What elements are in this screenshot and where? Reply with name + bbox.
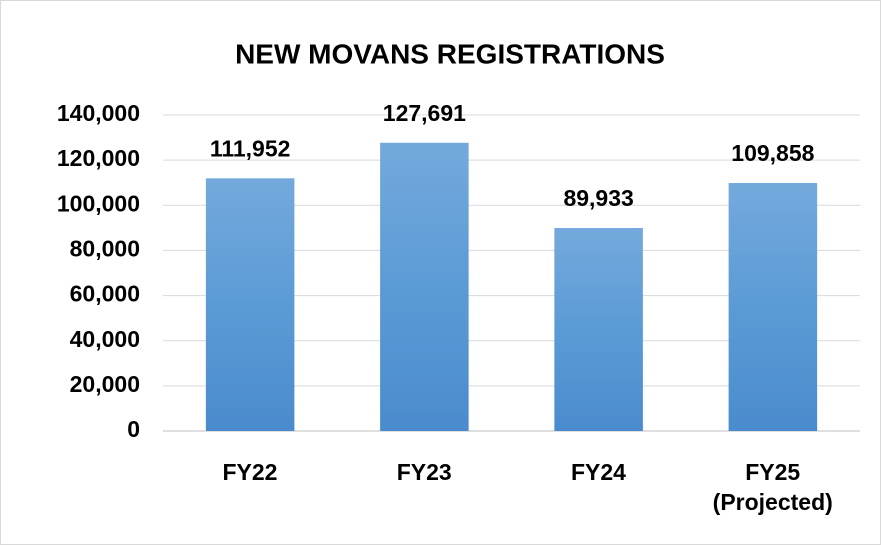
y-tick-label: 80,000 <box>70 236 140 262</box>
x-tick-label: FY24 <box>571 459 626 485</box>
y-tick-label: 100,000 <box>57 190 140 216</box>
data-label: 111,952 <box>210 135 291 161</box>
data-label: 109,858 <box>731 140 814 166</box>
data-label: 127,691 <box>383 100 466 126</box>
bar <box>728 183 818 431</box>
bar <box>205 178 295 431</box>
x-tick-label: FY23 <box>396 459 452 485</box>
chart-title: NEW MOVANS REGISTRATIONS <box>235 38 665 69</box>
y-tick-label: 0 <box>127 416 140 442</box>
y-tick-label: 140,000 <box>57 100 140 126</box>
y-tick-label: 120,000 <box>57 145 140 171</box>
x-tick-label: FY22 <box>222 459 278 485</box>
bar <box>554 228 643 431</box>
x-tick-label: FY25 (Projected) <box>712 459 833 515</box>
y-tick-label: 60,000 <box>70 281 140 307</box>
bar <box>380 142 469 431</box>
y-tick-label: 20,000 <box>70 371 140 397</box>
y-tick-label: 40,000 <box>70 326 140 352</box>
data-label: 89,933 <box>563 185 633 211</box>
